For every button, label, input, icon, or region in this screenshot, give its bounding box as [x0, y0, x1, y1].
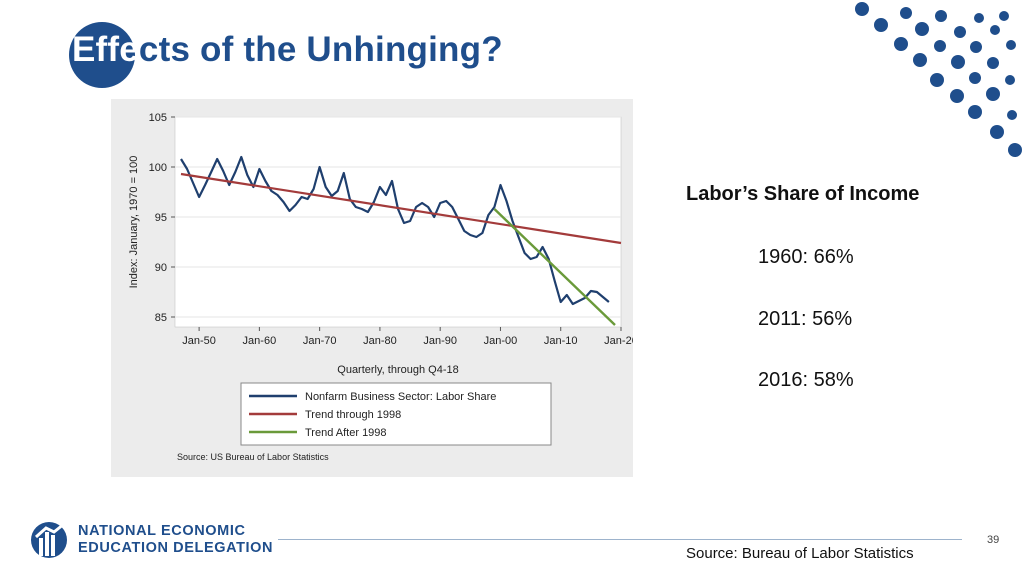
decorative-dot — [915, 22, 929, 36]
y-tick-label: 90 — [155, 262, 167, 274]
decorative-dot — [970, 41, 982, 53]
decorative-dot — [935, 10, 947, 22]
decorative-dot — [1006, 40, 1016, 50]
y-tick-label: 105 — [149, 112, 167, 124]
legend-label: Trend After 1998 — [305, 427, 387, 439]
y-tick-label: 100 — [149, 162, 167, 174]
decorative-dot — [969, 72, 981, 84]
slide-title: Effects of the Unhinging? — [72, 30, 503, 70]
x-tick-label: Jan-10 — [544, 335, 578, 347]
logo-icon — [31, 522, 67, 558]
decorative-dot — [1008, 143, 1022, 157]
x-tick-label: Jan-60 — [243, 335, 277, 347]
decorative-dot — [954, 26, 966, 38]
footer-source: Source: Bureau of Labor Statistics — [686, 545, 914, 562]
decorative-dot — [950, 89, 964, 103]
info-heading: Labor’s Share of Income — [686, 183, 920, 205]
decorative-dot — [1005, 75, 1015, 85]
x-axis-label: Quarterly, through Q4-18 — [337, 364, 458, 376]
decorative-dot — [968, 105, 982, 119]
page-number: 39 — [987, 534, 1000, 546]
decorative-dot — [930, 73, 944, 87]
y-tick-label: 95 — [155, 212, 167, 224]
title-accent-circle — [69, 22, 135, 88]
legend-label: Nonfarm Business Sector: Labor Share — [305, 391, 496, 403]
x-tick-label: Jan-50 — [182, 335, 216, 347]
decorative-dot — [990, 25, 1000, 35]
series-trend-after-1998-line — [493, 208, 616, 326]
chart-source-note: Source: US Bureau of Labor Statistics — [177, 452, 329, 462]
decorative-dot — [974, 13, 984, 23]
slide-title-rest: cts of the Unhinging? — [138, 30, 503, 69]
legend-label: Trend through 1998 — [305, 409, 401, 421]
plot-area — [174, 116, 622, 328]
slide-title-inverted: Effe — [72, 30, 139, 69]
logo-line-2: EDUCATION DELEGATION — [78, 540, 274, 556]
x-tick-label: Jan-90 — [423, 335, 457, 347]
decorative-dot — [900, 7, 912, 19]
logo: NATIONAL ECONOMIC EDUCATION DELEGATION — [30, 518, 274, 562]
decorative-dot — [1007, 110, 1017, 120]
info-stat-2011: 2011: 56% — [758, 308, 853, 330]
info-stat-1960: 1960: 66% — [758, 246, 854, 268]
decorative-dot — [874, 18, 888, 32]
x-tick-label: Jan-80 — [363, 335, 397, 347]
decorative-dot — [951, 55, 965, 69]
footer-divider — [278, 539, 962, 540]
decorative-dot — [987, 57, 999, 69]
x-tick-label: Jan-20 — [604, 335, 633, 347]
labor-share-chart: 85 90 95 100 105 Jan-50 Jan-60 Jan-70 Jan-80 Jan-… — [128, 112, 633, 462]
info-stat-2016: 2016: 58% — [758, 369, 854, 391]
y-tick-label: 85 — [155, 312, 167, 324]
decorative-dot — [934, 40, 946, 52]
y-axis-label: Index: January, 1970 = 100 — [128, 156, 140, 289]
decorative-dot — [990, 125, 1004, 139]
decorative-dot — [999, 11, 1009, 21]
series-trend-through-1998-line — [180, 172, 622, 245]
decorative-dot — [986, 87, 1000, 101]
x-tick-label: Jan-70 — [303, 335, 337, 347]
logo-line-1: NATIONAL ECONOMIC — [78, 523, 246, 539]
x-tick-label: Jan-00 — [484, 335, 518, 347]
chart-panel: 85 90 95 100 105 Jan-50 Jan-60 Jan-70 Jan-80 Jan-… — [111, 99, 633, 477]
decorative-dot — [913, 53, 927, 67]
decorative-dot — [855, 2, 869, 16]
decorative-dot — [894, 37, 908, 51]
